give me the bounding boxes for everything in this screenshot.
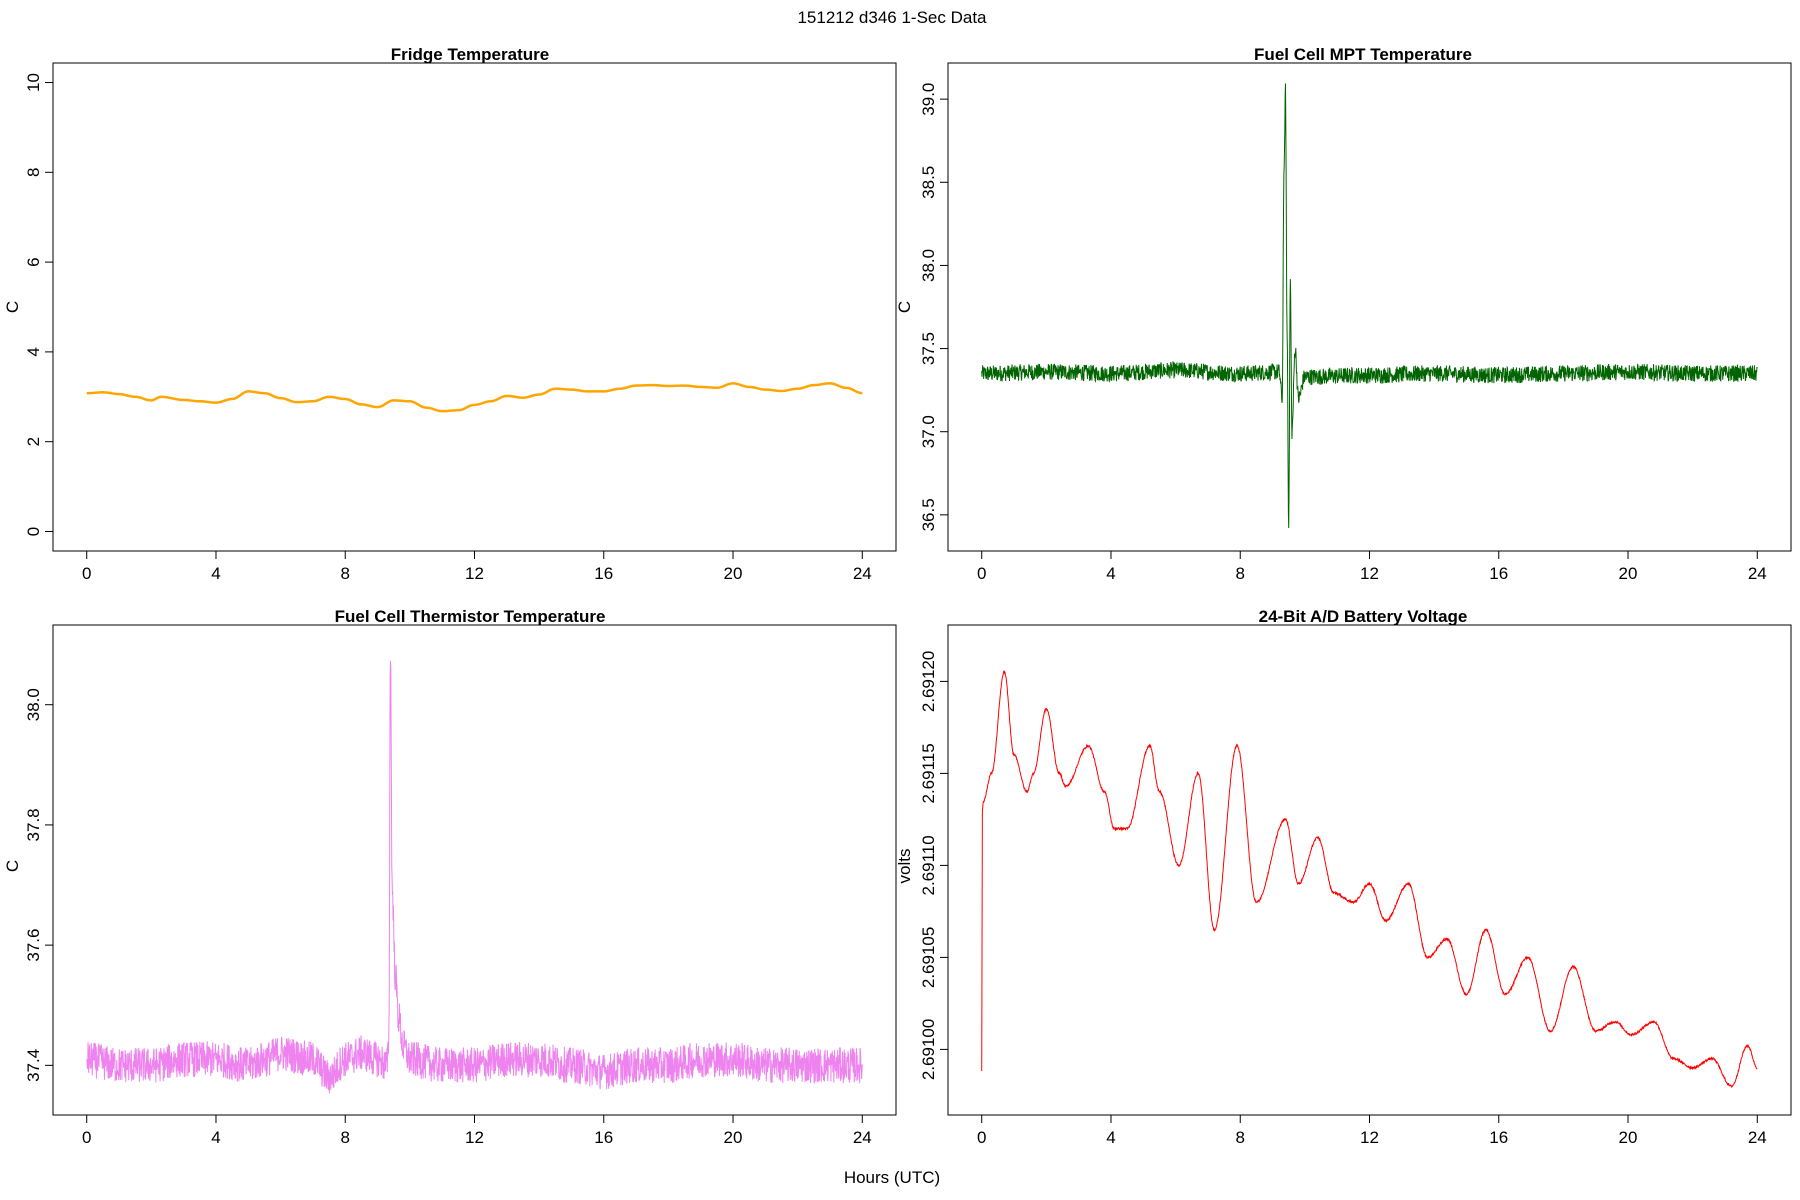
y-tick-label: 38.5 bbox=[919, 166, 938, 199]
fuel-cell-thermistor-temperature-panel: Fuel Cell Thermistor Temperature C 0 4 8 12… bbox=[3, 607, 897, 1147]
y-tick-label: 2.69105 bbox=[919, 927, 938, 988]
panel-title: Fuel Cell Thermistor Temperature bbox=[335, 607, 606, 626]
x-tick-label: 20 bbox=[1619, 1128, 1638, 1147]
series-line bbox=[981, 83, 1758, 529]
panel-title: Fuel Cell MPT Temperature bbox=[1254, 45, 1472, 64]
x-tick-label: 16 bbox=[594, 1128, 613, 1147]
x-tick-label: 0 bbox=[82, 564, 91, 583]
y-tick-label: 0 bbox=[24, 527, 43, 536]
y-tick-label: 37.6 bbox=[24, 929, 43, 962]
y-tick-label: 2.69100 bbox=[919, 1019, 938, 1080]
fuel-cell-mpt-temperature-panel: Fuel Cell MPT Temperature C 0 4 8 12 16 20 24 3… bbox=[895, 45, 1792, 583]
x-tick-label: 0 bbox=[82, 1128, 91, 1147]
y-tick-label: 37.0 bbox=[919, 415, 938, 448]
x-tick-label: 8 bbox=[341, 564, 350, 583]
y-tick-label: 8 bbox=[24, 168, 43, 177]
x-tick-label: 20 bbox=[1619, 564, 1638, 583]
y-axis-label: C bbox=[3, 860, 22, 872]
x-tick-label: 12 bbox=[465, 564, 484, 583]
x-tick-label: 24 bbox=[1748, 1128, 1767, 1147]
y-tick-label: 2 bbox=[24, 437, 43, 446]
plot-frame bbox=[947, 624, 1792, 1116]
y-tick-label: 4 bbox=[24, 347, 43, 356]
x-tick-label: 12 bbox=[1360, 1128, 1379, 1147]
y-tick-label: 2.69115 bbox=[919, 743, 938, 803]
y-tick-label: 36.5 bbox=[919, 498, 938, 531]
panel-title: 24-Bit A/D Battery Voltage bbox=[1259, 607, 1468, 626]
x-tick-label: 0 bbox=[977, 564, 986, 583]
series-line bbox=[86, 660, 863, 1094]
plot-frame bbox=[52, 624, 897, 1116]
figure-title: 151212 d346 1-Sec Data bbox=[797, 8, 987, 27]
x-tick-label: 4 bbox=[211, 1128, 220, 1147]
y-tick-label: 2.69120 bbox=[919, 651, 938, 712]
x-tick-label: 0 bbox=[977, 1128, 986, 1147]
y-tick-label: 10 bbox=[24, 73, 43, 92]
y-axis-label: C bbox=[3, 301, 22, 313]
y-tick-label: 37.5 bbox=[919, 332, 938, 365]
series-line bbox=[86, 382, 863, 413]
plot-frame bbox=[52, 62, 897, 552]
y-tick-label: 39.0 bbox=[919, 83, 938, 116]
x-tick-label: 8 bbox=[341, 1128, 350, 1147]
x-tick-label: 8 bbox=[1236, 1128, 1245, 1147]
x-tick-label: 20 bbox=[724, 1128, 743, 1147]
x-tick-label: 24 bbox=[853, 564, 872, 583]
y-tick-label: 38.0 bbox=[24, 688, 43, 721]
x-tick-label: 24 bbox=[1748, 564, 1767, 583]
y-tick-label: 2.69110 bbox=[919, 835, 938, 895]
y-axis-label: C bbox=[895, 301, 914, 313]
battery-voltage-panel: 24-Bit A/D Battery Voltage volts 0 4 8 12 16… bbox=[895, 607, 1792, 1147]
panel-title: Fridge Temperature bbox=[391, 45, 549, 64]
x-tick-label: 8 bbox=[1236, 564, 1245, 583]
x-tick-label: 4 bbox=[1106, 564, 1115, 583]
y-tick-label: 37.8 bbox=[24, 808, 43, 841]
x-tick-label: 12 bbox=[1360, 564, 1379, 583]
x-tick-label: 16 bbox=[594, 564, 613, 583]
x-tick-label: 16 bbox=[1489, 564, 1508, 583]
y-tick-label: 38.0 bbox=[919, 249, 938, 282]
x-tick-label: 24 bbox=[853, 1128, 872, 1147]
plot-frame bbox=[947, 62, 1792, 552]
y-axis-label: volts bbox=[895, 849, 914, 884]
y-tick-label: 37.4 bbox=[24, 1049, 43, 1082]
x-tick-label: 16 bbox=[1489, 1128, 1508, 1147]
x-tick-label: 4 bbox=[211, 564, 220, 583]
series-line bbox=[981, 669, 1758, 1088]
x-tick-label: 20 bbox=[724, 564, 743, 583]
x-tick-label: 12 bbox=[465, 1128, 484, 1147]
x-tick-label: 4 bbox=[1106, 1128, 1115, 1147]
y-tick-label: 6 bbox=[24, 257, 43, 266]
shared-x-axis-label: Hours (UTC) bbox=[844, 1168, 940, 1187]
